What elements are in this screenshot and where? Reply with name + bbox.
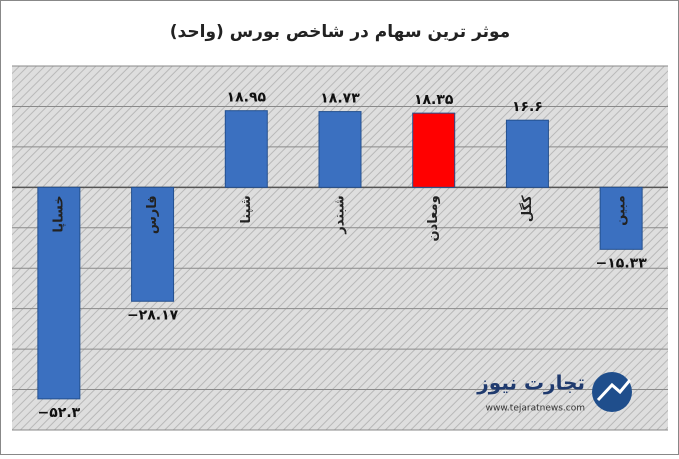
- category-label: شبندر: [333, 195, 348, 234]
- bar: [599, 186, 643, 250]
- value-label: ۱۶.۶: [512, 99, 543, 115]
- category-label: فارس: [145, 195, 160, 234]
- bar: [224, 110, 268, 188]
- bar: [131, 186, 175, 302]
- category-label: خساپا: [51, 195, 66, 232]
- value-label: ۱۸.۷۳: [320, 91, 360, 107]
- bar: [412, 112, 456, 188]
- category-label: کگل: [519, 195, 535, 222]
- value-label: ۱۸.۳۵: [414, 92, 454, 108]
- watermark: تجارت نیوز www.tejaratnews.com: [476, 371, 632, 414]
- bar: [505, 119, 549, 188]
- logo-icon: [592, 372, 632, 412]
- value-label: −۲۸.۱۷: [127, 307, 179, 323]
- bar: [37, 186, 81, 400]
- category-label: شپنا: [239, 195, 254, 223]
- logo-url: www.tejaratnews.com: [486, 404, 585, 414]
- chart-title: موثر ترین سهام در شاخص بورس (واحد): [170, 22, 510, 42]
- value-label: −۱۵.۳۳: [596, 255, 648, 271]
- value-label: −۵۲.۳: [38, 405, 81, 421]
- category-label: مبین: [614, 195, 629, 225]
- value-label: ۱۸.۹۵: [227, 90, 267, 106]
- bar: [318, 111, 362, 188]
- category-label: ومعادن: [426, 195, 441, 241]
- logo-text: تجارت نیوز: [476, 371, 585, 395]
